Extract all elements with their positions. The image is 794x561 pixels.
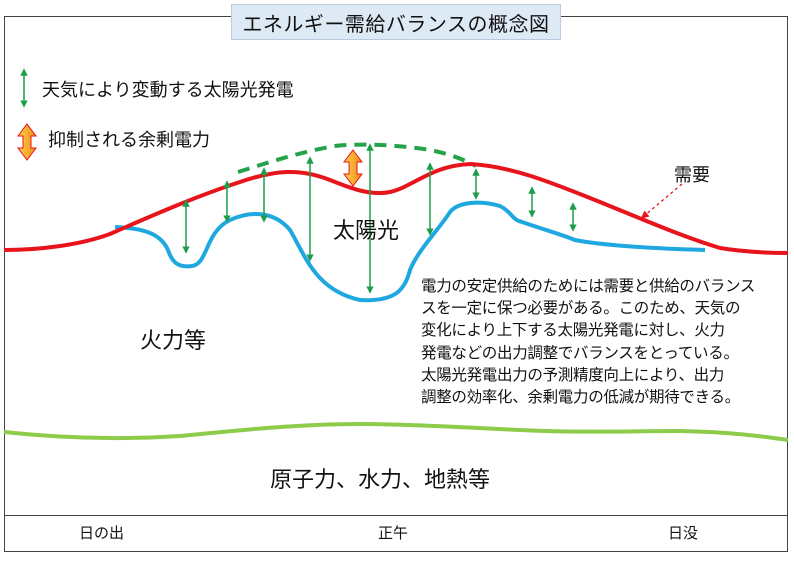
time-axis-divider	[4, 515, 788, 516]
variation-arrows	[182, 143, 577, 294]
time-label-noon: 正午	[378, 524, 409, 542]
solar-label: 太陽光	[333, 219, 400, 244]
surplus-arrow	[343, 149, 363, 187]
thermal-label: 火力等	[140, 329, 207, 354]
surplus-legend-icon	[17, 123, 37, 161]
explanation-line: 変化により上下する太陽光発電に対し、火力	[421, 321, 725, 340]
explanation-text: 電力の安定供給のためには需要と供給のバランス スを一定に保つ必要がある。このため…	[421, 275, 791, 408]
explanation-line: スを一定に保つ必要がある。このため、天気の	[421, 299, 741, 318]
solar-line	[114, 200, 706, 303]
explanation-line: 発電などの出力調整でバランスをとっている。	[421, 343, 739, 362]
demand-label: 需要	[674, 165, 710, 186]
demand-line	[3, 161, 789, 255]
explanation-line: 電力の安定供給のためには需要と供給のバランス	[421, 277, 756, 295]
suppressed-surplus-line	[237, 142, 477, 174]
diagram-title: エネルギー需給バランスの概念図	[231, 4, 561, 40]
baseload-label: 原子力、水力、地熱等	[270, 468, 491, 493]
demand-pointer-arrow	[641, 183, 683, 219]
baseload-line	[3, 421, 789, 442]
time-label-sunset: 日没	[668, 524, 699, 542]
legend-solar-variation-label: 天気により変動する太陽光発電	[42, 80, 294, 101]
time-label-sunrise: 日の出	[79, 524, 125, 542]
legend-surplus-label: 抑制される余剰電力	[48, 130, 210, 151]
explanation-line: 調整の効率化、余剰電力の低減が期待できる。	[421, 388, 740, 407]
explanation-line: 太陽光発電出力の予測精度向上により、出力	[421, 365, 725, 384]
